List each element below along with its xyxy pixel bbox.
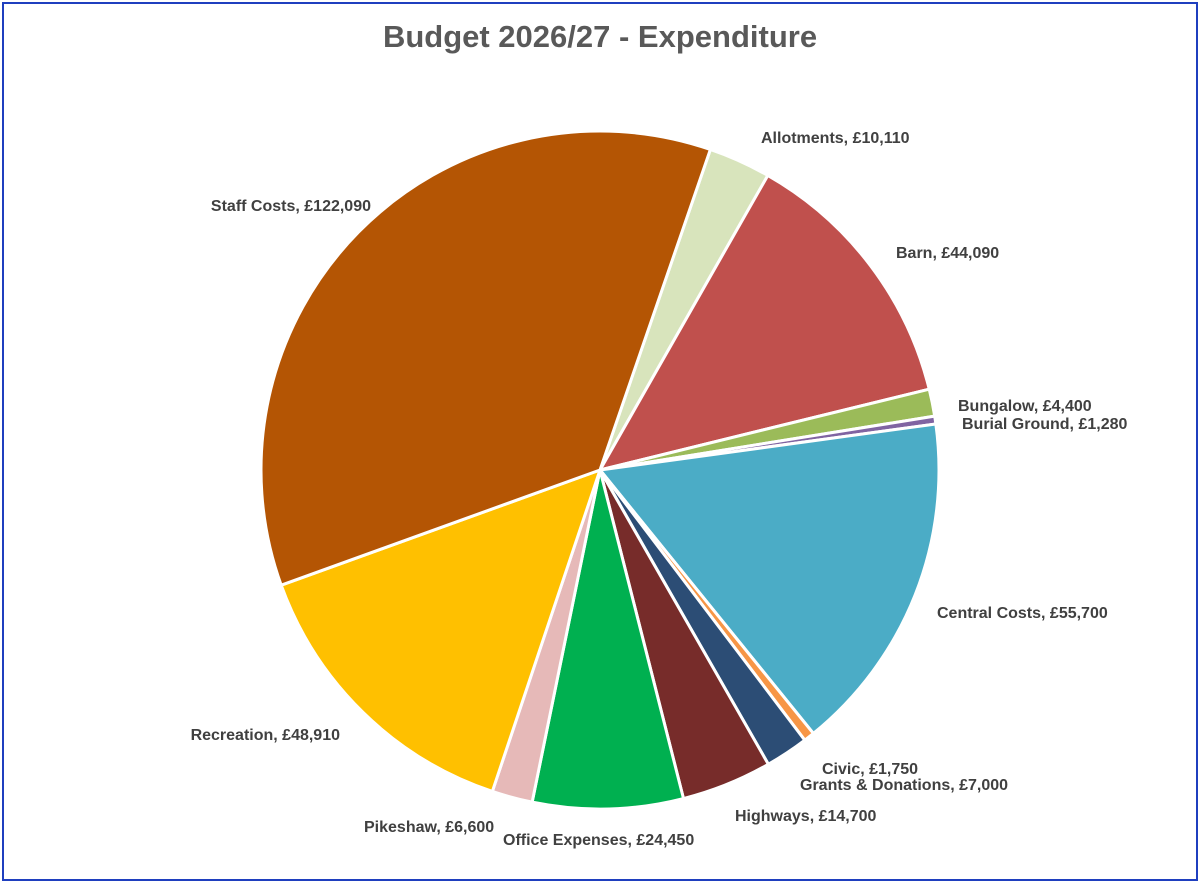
data-label-pikeshaw: Pikeshaw, £6,600 [364,819,494,836]
data-label-burial-ground: Burial Ground, £1,280 [962,416,1127,433]
data-label-central-costs: Central Costs, £55,700 [937,605,1108,622]
data-label-staff-costs: Staff Costs, £122,090 [211,198,371,215]
data-label-office-expenses: Office Expenses, £24,450 [503,832,694,849]
chart-title: Budget 2026/27 - Expenditure [383,19,817,54]
pie-slice-staff-costs [259,129,712,587]
data-label-bungalow: Bungalow, £4,400 [958,398,1092,415]
pie-slice-office-expenses [530,468,685,811]
data-label-barn: Barn, £44,090 [896,245,999,262]
pie-slices [259,129,941,811]
pie-slice-central-costs [598,422,941,735]
data-label-civic: Civic, £1,750 [822,761,918,778]
slice-labels: Allotments, £10,110 Barn, £44,090 Bungalow… [191,130,1128,849]
data-label-grants-and-donations: Grants & Donations, £7,000 [800,777,1008,794]
data-label-highways: Highways, £14,700 [735,808,877,825]
data-label-recreation: Recreation, £48,910 [191,727,341,744]
data-label-allotments: Allotments, £10,110 [761,130,910,147]
pie-slice-recreation [279,468,602,793]
pie-slice-barn [598,173,931,472]
